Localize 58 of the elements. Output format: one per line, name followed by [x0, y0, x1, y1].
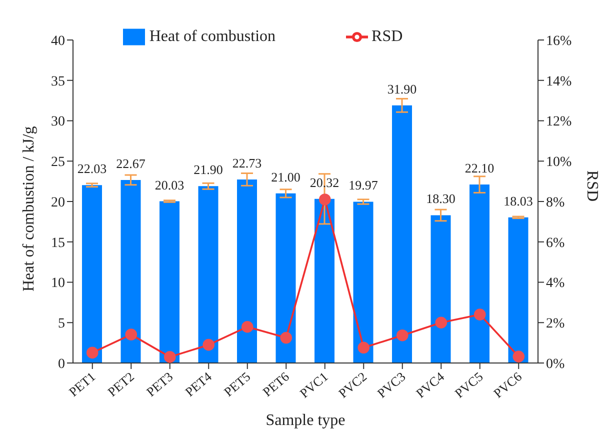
y-tick-label: 40: [51, 34, 65, 49]
point: [396, 329, 408, 342]
point: [202, 338, 215, 351]
point: [86, 346, 98, 359]
bar: [237, 179, 257, 363]
bar: [160, 201, 180, 363]
legend-label: RSD: [372, 28, 403, 45]
y2-axis-title: RSD: [583, 170, 600, 202]
y-tick-label: 10: [51, 276, 65, 292]
y2-tick-label: 16%: [546, 34, 572, 49]
bar: [198, 186, 218, 363]
data-label: 22.67: [116, 156, 146, 171]
bar: [353, 202, 374, 363]
y-tick-label: 15: [51, 236, 65, 251]
y-tick-label: 20: [51, 195, 65, 210]
data-label: 31.90: [387, 81, 417, 96]
bar: [120, 180, 141, 363]
data-label: 21.90: [194, 162, 223, 178]
y-axis-title: Heat of combustion / kJ/g: [20, 126, 38, 292]
y-tick-label: 35: [51, 74, 65, 90]
point: [125, 328, 138, 340]
bar: [314, 198, 334, 363]
point: [164, 351, 176, 363]
y2-tick-label: 6%: [546, 236, 565, 251]
y-tick-label: 0: [58, 356, 65, 372]
y2-tick-label: 8%: [546, 195, 565, 210]
data-label: 18.03: [504, 193, 533, 208]
data-label: 22.73: [232, 155, 262, 170]
data-label: 19.97: [348, 178, 378, 193]
bar: [82, 185, 102, 363]
y2-tick-label: 2%: [546, 316, 565, 332]
y2-tick-label: 12%: [546, 114, 572, 130]
y-tick-label: 30: [51, 114, 65, 130]
data-label: 22.10: [464, 160, 494, 176]
data-label: 21.00: [271, 169, 300, 184]
y-tick-label: 25: [51, 155, 65, 170]
legend-label: Heat of combustion: [149, 28, 276, 45]
data-label: 20.03: [154, 177, 184, 192]
x-axis-title: Sample type: [266, 412, 346, 429]
point: [318, 194, 331, 206]
data-label: 22.03: [77, 161, 107, 176]
y-tick-label: 5: [58, 316, 65, 332]
point: [280, 332, 292, 344]
point: [435, 316, 448, 329]
point: [474, 308, 486, 320]
bar: [470, 184, 490, 363]
y2-tick-label: 0%: [546, 356, 565, 372]
bar: [276, 193, 296, 363]
point: [241, 320, 254, 333]
y2-tick-label: 10%: [546, 155, 572, 170]
bar: [508, 217, 528, 363]
point: [358, 342, 370, 354]
bar: [430, 215, 451, 363]
y2-tick-label: 14%: [546, 74, 572, 90]
y2-tick-label: 4%: [546, 276, 565, 292]
data-label: 18.30: [426, 191, 456, 206]
point: [512, 350, 525, 362]
bar: [392, 105, 412, 363]
